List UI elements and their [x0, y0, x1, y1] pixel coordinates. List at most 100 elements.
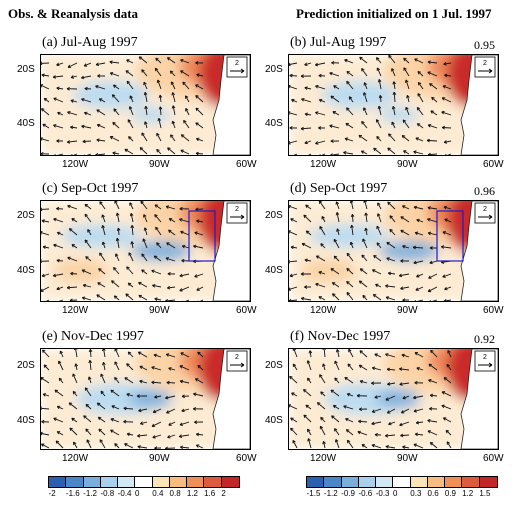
- colorbar-right-swatch: [376, 477, 394, 487]
- colorbar-left-label: 2: [221, 489, 226, 498]
- colorbar-left-swatch: [66, 477, 84, 487]
- colorbar-left-label: 0.4: [152, 489, 164, 498]
- colorbar-right-swatch: [341, 477, 359, 487]
- colorbar-left-label: 0.8: [169, 489, 181, 498]
- lat-label-40s-c: 40S: [17, 265, 35, 276]
- colorbar-right-swatch: [445, 477, 463, 487]
- lon-label-120w-b: 120W: [310, 159, 337, 170]
- colorbar-right-swatch: [462, 477, 480, 487]
- reference-vector-box: 2: [474, 350, 496, 372]
- lon-label-120w-d: 120W: [310, 305, 337, 316]
- wind-vectors: [289, 349, 452, 449]
- region-box: [436, 210, 464, 262]
- panel-e-map: 2: [40, 348, 251, 450]
- colorbar-left-swatch: [100, 477, 119, 487]
- colorbar-right-swatch: [324, 477, 342, 487]
- lon-label-60w-a: 60W: [236, 159, 257, 170]
- coastline: [212, 201, 250, 301]
- lon-label-90w-e: 90W: [149, 453, 170, 464]
- colorbar-left-label: -1.6: [65, 489, 80, 498]
- wind-vectors: [289, 55, 452, 155]
- colorbar-right-label: 1.2: [462, 489, 474, 498]
- lon-label-90w-d: 90W: [397, 305, 418, 316]
- colorbar-right-label: -1.2: [323, 489, 338, 498]
- lon-label-120w-a: 120W: [62, 159, 89, 170]
- wind-vectors: [289, 201, 452, 301]
- colorbar-right-swatch: [307, 477, 325, 487]
- colorbar-right-label: 0.3: [410, 489, 422, 498]
- lon-label-120w-e: 120W: [62, 453, 89, 464]
- wind-vectors: [41, 349, 204, 449]
- panel-f-map: 2: [288, 348, 499, 450]
- panel-d-title: (d) Sep-Oct 1997: [290, 181, 388, 196]
- coastline: [212, 55, 250, 155]
- lon-label-60w-e: 60W: [236, 453, 257, 464]
- lat-label-20s-e: 20S: [17, 360, 35, 371]
- lat-label-20s-a: 20S: [17, 64, 35, 75]
- lat-label-40s-f: 40S: [265, 415, 283, 426]
- panel-f-correlation: 0.92: [474, 332, 495, 346]
- lon-label-90w-c: 90W: [149, 305, 170, 316]
- colorbar-right-label: 0.6: [427, 489, 439, 498]
- region-box: [188, 210, 216, 262]
- colorbar-right-label: -1.5: [306, 489, 321, 498]
- colorbar-left-label: 0: [135, 489, 140, 498]
- lon-label-120w-f: 120W: [310, 453, 337, 464]
- lon-label-90w-a: 90W: [149, 159, 170, 170]
- colorbar-right-label: -0.6: [358, 489, 373, 498]
- panel-c-map: 2: [40, 200, 251, 302]
- reference-vector-box: 2: [474, 56, 496, 78]
- colorbar-left-label: -0.8: [100, 489, 115, 498]
- reference-vector-box: 2: [226, 350, 248, 372]
- panel-b-map: 2: [288, 54, 499, 156]
- right-column-header: Prediction initialized on 1 Jul. 1997: [296, 6, 492, 21]
- colorbar-left-swatch: [83, 477, 101, 487]
- reference-vector-box: 2: [226, 56, 248, 78]
- coastline: [460, 349, 498, 449]
- panel-d-correlation: 0.96: [474, 184, 495, 198]
- colorbar-left-labels: -2 -1.6 -1.2 -0.8 -0.4 0 0.4 0.8 1.2 1.6 2: [48, 489, 238, 501]
- colorbar-left-label: 1.2: [186, 489, 198, 498]
- colorbar-left-swatch: [135, 477, 153, 487]
- panel-a-title: (a) Jul-Aug 1997: [42, 35, 138, 50]
- colorbar-left-swatch: [221, 477, 239, 487]
- svg-text:2: 2: [483, 60, 487, 67]
- lat-label-40s-e: 40S: [17, 415, 35, 426]
- colorbar-right-label: 0: [393, 489, 398, 498]
- reference-vector-box: 2: [226, 202, 248, 224]
- coastline: [460, 201, 498, 301]
- svg-text:2: 2: [235, 60, 239, 67]
- lat-label-40s-d: 40S: [265, 265, 283, 276]
- lon-label-60w-c: 60W: [236, 305, 257, 316]
- colorbar-right-swatch: [427, 477, 446, 487]
- colorbar-left-label: 1.6: [204, 489, 216, 498]
- lon-label-120w-c: 120W: [62, 305, 89, 316]
- colorbar-right-label: -0.9: [341, 489, 355, 498]
- coastline: [460, 55, 498, 155]
- panel-d-map: 2: [288, 200, 499, 302]
- svg-text:2: 2: [235, 354, 239, 361]
- lat-label-40s-a: 40S: [17, 118, 35, 129]
- reference-vector-box: 2: [474, 202, 496, 224]
- lat-label-20s-c: 20S: [17, 210, 35, 221]
- colorbar-left-swatch: [187, 477, 205, 487]
- colorbar-left-swatch: [49, 477, 67, 487]
- colorbar-left-swatch: [118, 477, 136, 487]
- wind-vectors: [41, 56, 204, 155]
- lon-label-90w-f: 90W: [397, 453, 418, 464]
- lat-label-20s-b: 20S: [265, 64, 283, 75]
- colorbar-right-labels: -1.5 -1.2 -0.9 -0.6 -0.3 0 0.3 0.6 0.9 1.2 1.5: [306, 489, 496, 501]
- panel-a-map: 2: [40, 54, 251, 156]
- colorbar-right-swatch: [479, 477, 497, 487]
- lat-label-20s-d: 20S: [265, 210, 283, 221]
- colorbar-right-label: -0.3: [375, 489, 390, 498]
- colorbar-right-label: 1.5: [479, 489, 491, 498]
- panel-b-correlation: 0.95: [474, 38, 495, 52]
- svg-text:2: 2: [235, 206, 239, 213]
- colorbar-right-label: 0.9: [444, 489, 456, 498]
- lon-label-60w-b: 60W: [483, 159, 504, 170]
- colorbar-left-label: -1.2: [83, 489, 97, 498]
- coastline: [212, 349, 250, 449]
- colorbar-right: [306, 476, 498, 488]
- left-column-header: Obs. & Reanalysis data: [8, 6, 139, 21]
